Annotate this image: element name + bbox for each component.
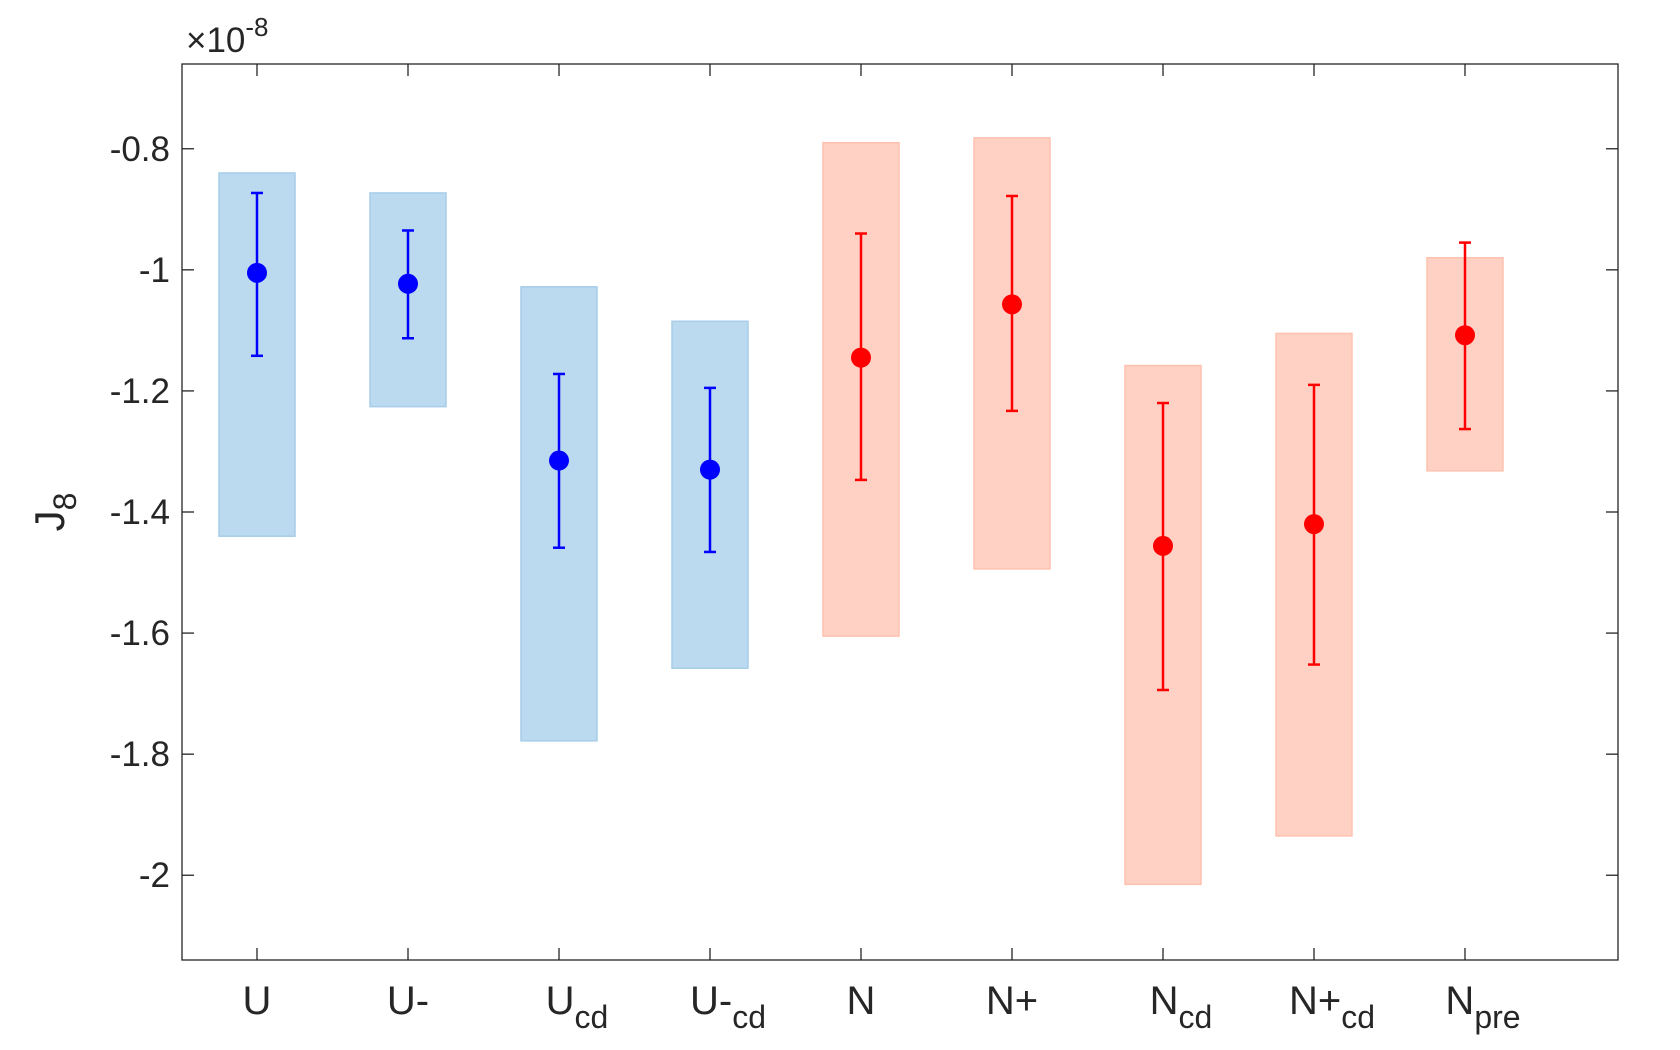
x-tick-label-subscript: cd: [1341, 999, 1375, 1035]
x-tick-label-6: Ncd: [1150, 979, 1213, 1035]
x-tick-label-main: N: [1445, 979, 1474, 1023]
point-4: [851, 347, 871, 368]
x-tick-label-main: N+: [986, 979, 1038, 1023]
x-tick-label-subscript: cd: [732, 999, 766, 1035]
y-axis: -2 -1.8 -1.6 -1.4 -1.2 -1 -0.8: [110, 130, 1618, 895]
point-6: [1153, 535, 1173, 556]
x-tick-label-main: N: [847, 979, 876, 1023]
x-tick-label-main: N+: [1289, 979, 1341, 1023]
x-tick-label-main: N: [1150, 979, 1179, 1023]
x-tick-label-main: U-: [690, 979, 732, 1023]
point-3: [700, 459, 720, 480]
y-tick-label: -2: [139, 856, 170, 895]
x-tick-label-4: N: [847, 979, 876, 1023]
x-tick-label-5: N+: [986, 979, 1038, 1023]
y-axis-title: J8: [26, 493, 83, 532]
point-1: [398, 273, 418, 294]
y-axis-title-subscript: 8: [47, 493, 83, 511]
y-axis-title-main: J: [26, 510, 73, 531]
y-tick-label: -1.6: [110, 614, 170, 653]
y-tick-label: -1.4: [110, 493, 170, 532]
point-2: [549, 450, 569, 471]
x-tick-label-main: U: [546, 979, 575, 1023]
x-tick-label-8: Npre: [1445, 979, 1520, 1035]
x-tick-label-3: U-cd: [690, 979, 766, 1035]
point-7: [1304, 514, 1324, 535]
y-tick-label: -1.8: [110, 735, 170, 774]
point-layer: [247, 262, 1475, 556]
point-5: [1002, 294, 1022, 315]
x-axis: U U- Ucd U-cd N N+ Ncd N+cd Npre: [243, 64, 1521, 1035]
x-tick-label-subscript: pre: [1474, 999, 1520, 1035]
y-tick-label: -1.2: [110, 372, 170, 411]
x-tick-label-2: Ucd: [546, 979, 609, 1035]
point-0: [247, 262, 267, 283]
y-tick-label: -1: [139, 251, 170, 290]
x-tick-label-7: N+cd: [1289, 979, 1375, 1035]
x-tick-label-1: U-: [387, 979, 429, 1023]
x-tick-label-main: U: [243, 979, 272, 1023]
x-tick-label-0: U: [243, 979, 272, 1023]
x-tick-label-subscript: cd: [575, 999, 609, 1035]
axis-exponent-label: ×10-8: [186, 12, 269, 60]
x-tick-label-main: U-: [387, 979, 429, 1023]
axis-exponent-power: -8: [245, 12, 268, 42]
axis-exponent-multiplier: ×10: [186, 21, 245, 60]
x-tick-label-subscript: cd: [1179, 999, 1213, 1035]
point-8: [1455, 325, 1475, 346]
y-tick-label: -0.8: [110, 130, 170, 169]
